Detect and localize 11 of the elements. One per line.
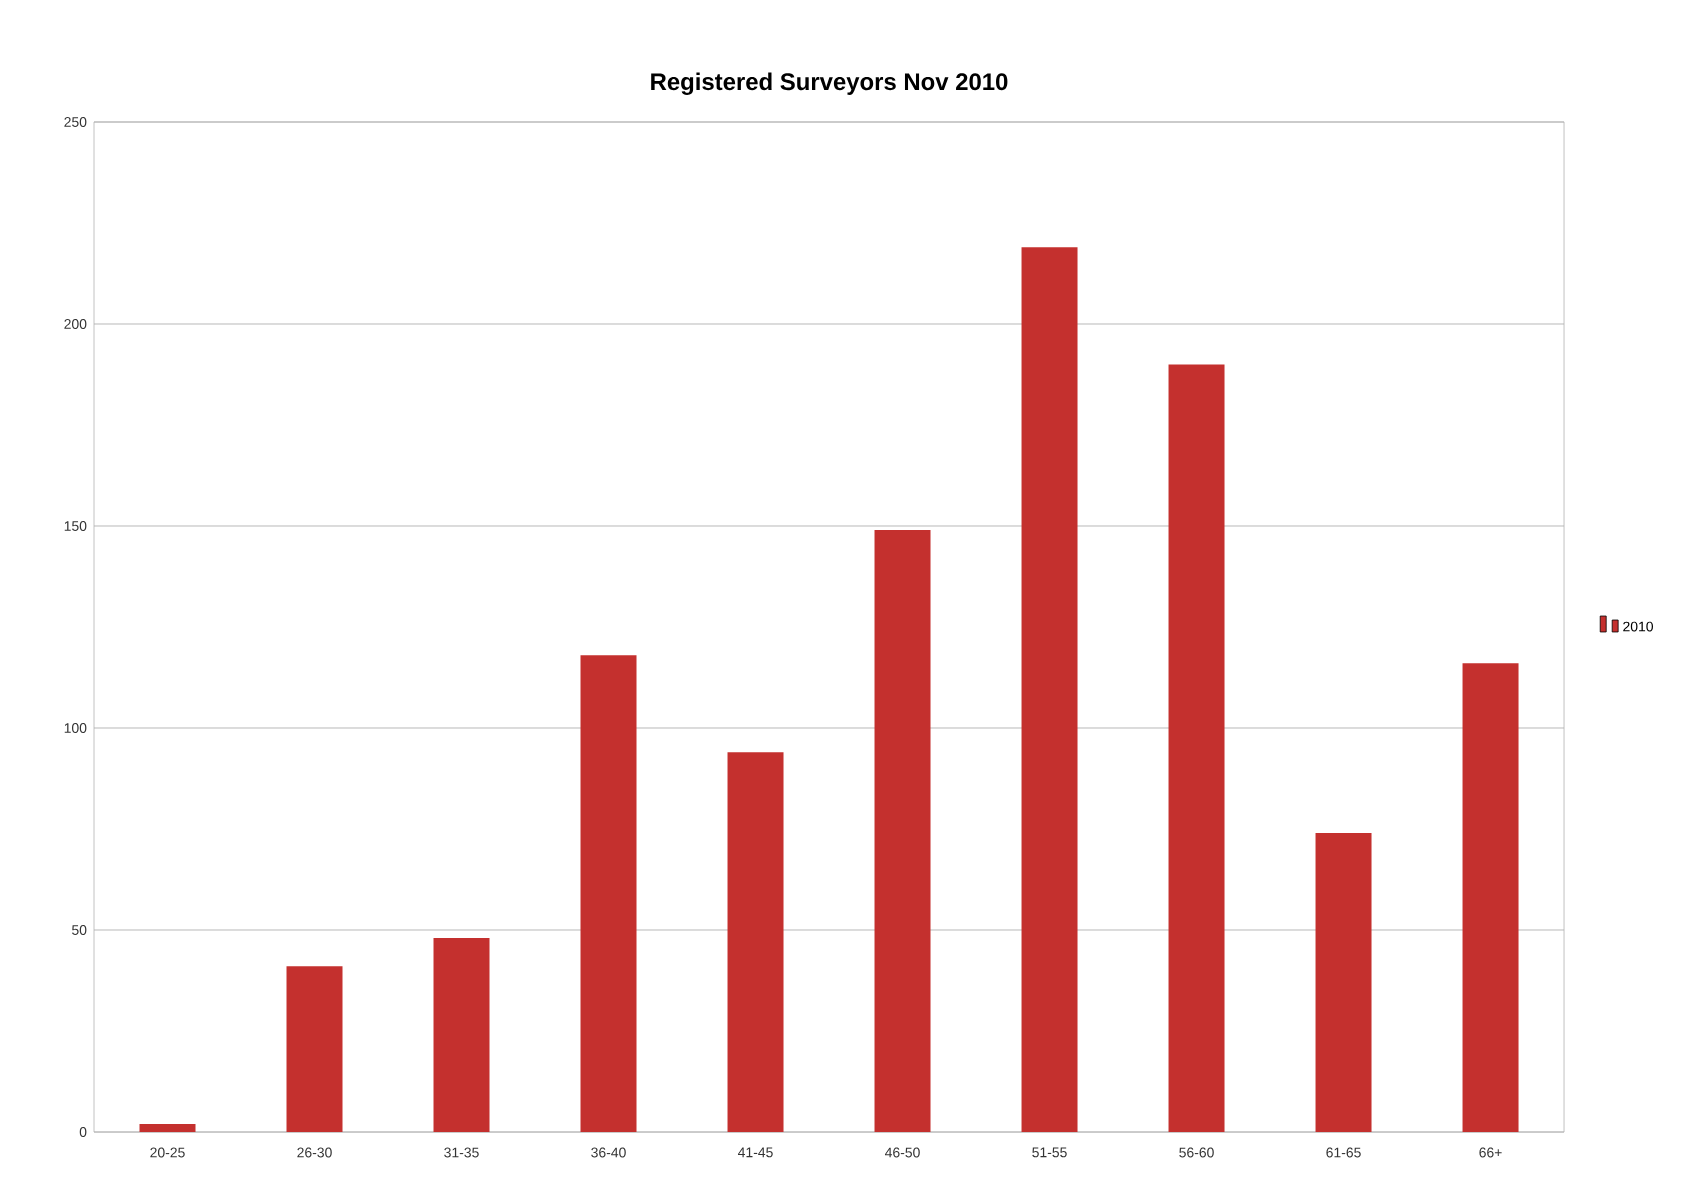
bar bbox=[139, 1123, 196, 1132]
bar bbox=[1315, 833, 1372, 1132]
bar bbox=[1168, 364, 1225, 1132]
bar bbox=[580, 655, 637, 1132]
bar bbox=[874, 530, 931, 1132]
bar bbox=[286, 966, 343, 1132]
bar bbox=[1021, 247, 1078, 1132]
bar bbox=[1462, 663, 1519, 1132]
chart-title: Registered Surveyors Nov 2010 bbox=[651, 72, 1008, 95]
bar bbox=[727, 752, 784, 1132]
bar bbox=[433, 938, 490, 1132]
